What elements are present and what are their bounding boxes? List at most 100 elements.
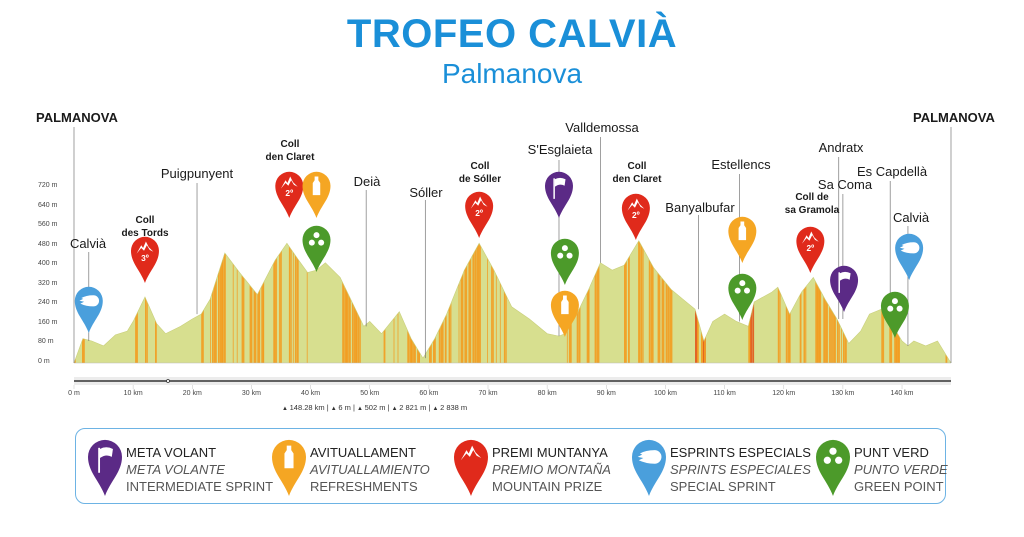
flag-icon bbox=[838, 271, 851, 293]
gradient-stripe bbox=[703, 240, 706, 363]
gradient-stripe bbox=[472, 240, 475, 363]
gradient-stripe bbox=[294, 240, 297, 363]
ascent-icon: ▲ bbox=[391, 406, 400, 412]
gradient-stripe bbox=[638, 240, 639, 363]
bottle-icon bbox=[738, 221, 747, 241]
gradient-stripe bbox=[815, 240, 819, 363]
gradient-stripe bbox=[344, 240, 347, 363]
meta-volant-marker bbox=[830, 265, 859, 312]
endpoint-label: PALMANOVA bbox=[913, 110, 995, 125]
place-label: S'Esglaieta bbox=[527, 142, 593, 157]
green-point-marker bbox=[302, 225, 331, 272]
legend-label-es: AVITUALLAMIENTO bbox=[310, 462, 430, 477]
gradient-stripe bbox=[881, 240, 885, 363]
y-tick-label: 240 m bbox=[38, 299, 58, 307]
x-tick-label: 40 km bbox=[301, 390, 321, 397]
mountain-category: 2º bbox=[285, 188, 293, 198]
legend-label-ca: META VOLANT bbox=[126, 445, 217, 460]
sprint-marker bbox=[632, 439, 666, 496]
gradient-stripe bbox=[505, 240, 507, 363]
gradient-stripe bbox=[460, 240, 464, 363]
gradient-stripe bbox=[487, 240, 488, 363]
min-altitude-icon: ▲ bbox=[330, 406, 339, 412]
recycle-icon bbox=[734, 280, 750, 294]
place-label: Andratx bbox=[818, 140, 864, 155]
gradient-stripe bbox=[701, 240, 704, 363]
legend-label-en: INTERMEDIATE SPRINT bbox=[126, 479, 274, 494]
bottle-icon bbox=[561, 295, 569, 315]
gradient-stripe bbox=[409, 240, 413, 363]
gradient-stripe bbox=[945, 240, 948, 363]
climb-name-line1: Coll de bbox=[795, 192, 829, 203]
climb-label: Coll den Claret bbox=[613, 160, 662, 186]
y-tick-label: 640 m bbox=[38, 201, 58, 209]
separator: | bbox=[350, 403, 358, 412]
gradient-stripe bbox=[249, 240, 253, 363]
gradient-stripe bbox=[433, 240, 436, 363]
gradient-stripe bbox=[803, 240, 806, 363]
gradient-stripe bbox=[440, 240, 444, 363]
gradient-stripe bbox=[397, 240, 399, 363]
gradient-stripe bbox=[263, 240, 265, 363]
refreshment-marker bbox=[302, 171, 331, 218]
mountain-category: 2º bbox=[475, 208, 483, 218]
climb-name-line1: Coll bbox=[135, 215, 155, 226]
climb-label: Coll de sa Gramola bbox=[785, 191, 839, 217]
gradient-stripe bbox=[210, 240, 211, 363]
mountain-category: 3º bbox=[141, 253, 149, 263]
mountain-marker: 2º bbox=[621, 193, 650, 240]
gradient-stripe bbox=[578, 240, 581, 363]
gradient-stripe bbox=[464, 240, 468, 363]
climb-name-line2: sa Gramola bbox=[784, 205, 840, 216]
place-label: Puigpunyent bbox=[160, 166, 234, 181]
meta-volant-marker bbox=[88, 439, 122, 496]
legend-label-ca: PUNT VERD bbox=[854, 445, 929, 460]
gradient-stripe bbox=[419, 240, 420, 363]
gradient-stripe bbox=[444, 240, 447, 363]
recycle-icon bbox=[887, 298, 903, 312]
climb-name-line2: des Tords bbox=[121, 228, 169, 239]
gradient-stripe bbox=[429, 240, 432, 363]
climb-name-line1: Coll bbox=[280, 139, 300, 150]
x-tick-label: 90 km bbox=[596, 390, 616, 397]
separator: | bbox=[324, 403, 331, 412]
refreshment-marker bbox=[272, 439, 306, 496]
stat-value: 2 838 m bbox=[440, 403, 468, 412]
recycle-icon bbox=[308, 232, 325, 246]
gradient-stripe bbox=[648, 240, 651, 363]
elevation-chart: 3º 2º 2º 2º 2º bbox=[73, 127, 952, 389]
max-altitude-icon: ▲ bbox=[357, 406, 365, 412]
bottle-icon bbox=[284, 445, 294, 469]
gradient-stripe bbox=[145, 240, 147, 363]
mountain-icon bbox=[460, 445, 482, 461]
green-point-marker bbox=[880, 291, 909, 338]
climb-label: Coll den Claret bbox=[266, 138, 315, 164]
x-tick-label: 20 km bbox=[182, 390, 202, 397]
gradient-stripe bbox=[292, 240, 294, 363]
gradient-stripe bbox=[779, 240, 781, 363]
x-tick-label: 130 km bbox=[831, 390, 855, 397]
climb-name-line1: Coll bbox=[627, 161, 647, 172]
gradient-stripe bbox=[279, 240, 281, 363]
y-tick-label: 320 m bbox=[38, 279, 58, 287]
gradient-stripe bbox=[495, 240, 497, 363]
gradient-stripe bbox=[281, 240, 282, 363]
place-label: Valldemossa bbox=[565, 120, 639, 135]
stat-value: 148.28 km bbox=[289, 403, 325, 412]
meta-volant-marker bbox=[544, 171, 573, 218]
gradient-stripe bbox=[703, 240, 706, 363]
y-tick-label: 720 m bbox=[38, 182, 58, 189]
gradient-stripe bbox=[222, 240, 224, 363]
y-tick-label: 160 m bbox=[38, 318, 58, 326]
gradient-stripe bbox=[650, 240, 654, 363]
separator: | bbox=[426, 403, 433, 412]
x-tick-label: 110 km bbox=[713, 390, 736, 397]
descent-icon: ▲ bbox=[432, 406, 441, 412]
legend-label-en: MOUNTAIN PRIZE bbox=[492, 479, 603, 494]
legend-label-ca: PREMI MUNTANYA bbox=[492, 445, 608, 460]
gradient-stripe bbox=[476, 240, 480, 363]
gradient-stripe bbox=[596, 240, 600, 363]
gradient-stripe bbox=[393, 240, 395, 363]
place-label: Sa Coma bbox=[817, 177, 873, 192]
legend-label-en: SPECIAL SPRINT bbox=[670, 479, 776, 494]
